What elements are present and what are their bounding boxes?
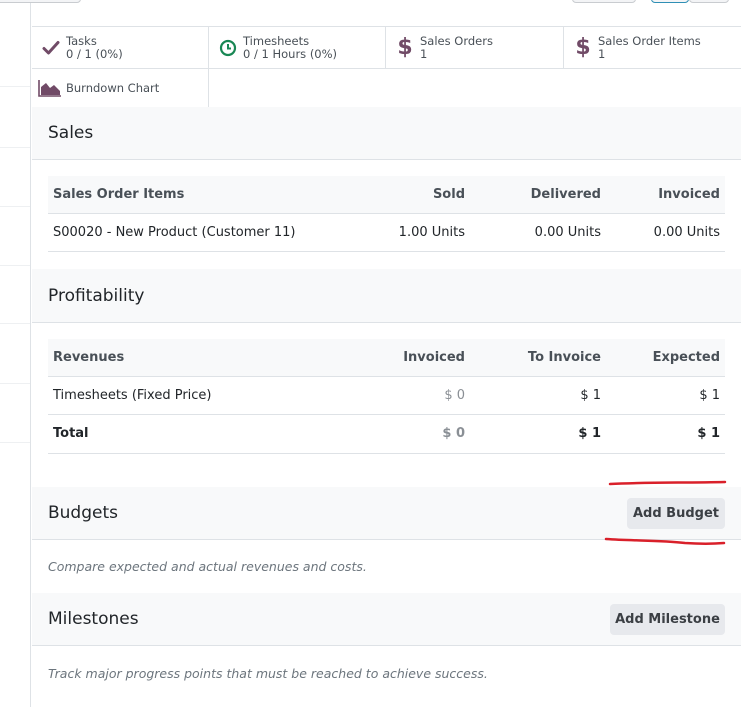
total-cell: $ 0 — [442, 426, 465, 441]
column-header[interactable]: Delivered — [530, 186, 601, 202]
table-cell: 1.00 Units — [398, 224, 465, 240]
column-header: Revenues — [53, 349, 125, 365]
section-title: Sales — [48, 123, 94, 143]
stat-button-timesheets[interactable]: Timesheets 0 / 1 Hours (0%) — [209, 27, 386, 69]
column-header: Invoiced — [403, 349, 465, 365]
column-header: Expected — [652, 349, 720, 365]
column-header: To Invoice — [527, 349, 601, 365]
total-cell: $ 1 — [578, 426, 601, 441]
sales-table: Sales Order Items Sold Delivered Invoice… — [48, 176, 725, 252]
clock-icon — [213, 39, 243, 57]
stat-button-sales-orders[interactable]: $ Sales Orders 1 — [386, 27, 564, 69]
dollar-icon: $ — [575, 35, 591, 60]
table-header-row: Sales Order Items Sold Delivered Invoice… — [48, 176, 725, 213]
stat-button-sales-order-items[interactable]: $ Sales Order Items 1 — [564, 27, 741, 69]
column-header[interactable]: Sold — [432, 186, 465, 202]
left-panel-edge — [0, 0, 31, 707]
table-total-row: Total $ 0 $ 1 $ 1 — [48, 414, 725, 453]
budgets-section-header: Budgets Add Budget — [32, 487, 741, 540]
area-chart-icon — [34, 79, 66, 97]
section-title: Budgets — [48, 503, 119, 523]
stat-label: Sales Orders — [420, 33, 493, 48]
table-cell: 0.00 Units — [534, 224, 601, 240]
dollar-icon: $ — [397, 35, 413, 60]
table-header-row: Revenues Invoiced To Invoice Expected — [48, 339, 725, 376]
column-header[interactable]: Invoiced — [658, 186, 720, 202]
stat-value: 0 / 1 (0%) — [66, 46, 123, 61]
stat-value: 1 — [598, 46, 606, 61]
stat-value: 1 — [420, 46, 428, 61]
stat-buttons: Tasks 0 / 1 (0%) Timesheets 0 / 1 Hours (0… — [32, 26, 741, 108]
stat-label: Timesheets — [243, 33, 310, 48]
section-title: Milestones — [48, 609, 139, 629]
budgets-hint: Compare expected and actual revenues and… — [48, 559, 367, 574]
milestones-section-header: Milestones Add Milestone — [32, 593, 741, 646]
table-row[interactable]: Timesheets (Fixed Price) $ 0 $ 1 $ 1 — [48, 376, 725, 414]
profitability-section-header: Profitability — [32, 269, 741, 323]
stat-value: 0 / 1 Hours (0%) — [243, 46, 338, 61]
section-title: Profitability — [48, 286, 145, 306]
table-cell: $ 1 — [699, 387, 720, 403]
stat-label: Sales Order Items — [598, 33, 701, 48]
stat-button-burndown-chart[interactable]: Burndown Chart — [32, 69, 209, 107]
project-overview: Tasks 0 / 1 (0%) Timesheets 0 / 1 Hours (0… — [32, 0, 741, 707]
table-cell: 0.00 Units — [653, 224, 720, 240]
table-cell: $ 0 — [444, 387, 465, 403]
stat-label: Tasks — [66, 33, 97, 48]
check-icon — [36, 40, 66, 56]
total-cell: $ 1 — [697, 426, 720, 441]
profitability-table: Revenues Invoiced To Invoice Expected Ti… — [48, 339, 725, 454]
total-label: Total — [53, 426, 89, 441]
stat-label: Burndown Chart — [66, 80, 160, 95]
table-row[interactable]: S00020 - New Product (Customer 11) 1.00 … — [48, 213, 725, 251]
table-cell: Timesheets (Fixed Price) — [53, 387, 212, 403]
table-cell: S00020 - New Product (Customer 11) — [53, 224, 296, 240]
table-cell: $ 1 — [580, 387, 601, 403]
stat-button-tasks[interactable]: Tasks 0 / 1 (0%) — [32, 27, 209, 69]
milestones-hint: Track major progress points that must be… — [48, 666, 488, 681]
add-budget-button[interactable]: Add Budget — [627, 498, 725, 529]
sales-section-header: Sales — [32, 107, 741, 160]
add-milestone-button[interactable]: Add Milestone — [610, 604, 725, 635]
column-header[interactable]: Sales Order Items — [53, 186, 185, 202]
